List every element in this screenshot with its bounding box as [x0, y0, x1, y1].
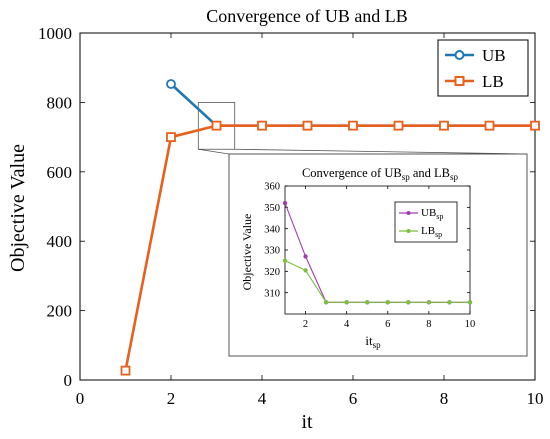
main-lb-point [439, 120, 449, 131]
inset-x-label: itsp [365, 333, 381, 350]
main-y-ticks: 0 200 400 600 800 1000 [38, 24, 535, 390]
main-legend: UB LB [437, 39, 529, 97]
inset-lb-point [426, 300, 432, 305]
inset-lb-point [467, 300, 473, 305]
main-series [120, 79, 540, 376]
inset-ub-point [282, 200, 288, 206]
inset-y-label: Objective Value [240, 214, 254, 291]
inset-lb-point [282, 258, 288, 263]
inset-x-tick-label: 2 [303, 319, 308, 330]
main-x-tick-label: 2 [167, 389, 176, 408]
main-lb-point [257, 120, 267, 131]
inset-lb-point [344, 300, 349, 305]
main-ub-point [166, 79, 176, 89]
inset-background [228, 153, 528, 357]
inset-legend-ub-marker [406, 211, 411, 215]
main-x-tick-label: 10 [527, 389, 544, 408]
main-x-tick-label: 4 [258, 389, 267, 408]
inset-lb-point [385, 300, 390, 305]
main-lb-point [120, 365, 131, 376]
main-y-tick-label: 1000 [38, 24, 72, 43]
inset-x-tick-label: 4 [344, 319, 350, 330]
main-lb-point [302, 120, 313, 131]
main-lb-point [211, 120, 222, 131]
inset-legend-lb-label: LBsp [421, 225, 442, 239]
inset-y-tick-label: 320 [264, 267, 280, 278]
legend-lb-marker [454, 76, 465, 86]
main-x-ticks: 0 2 4 6 8 10 [76, 33, 544, 408]
main-x-tick-label: 8 [440, 389, 449, 408]
inset-lb-point [323, 300, 329, 305]
inset-ub-point [303, 254, 308, 259]
inset-x-ticks: 2 4 6 8 10 [303, 186, 475, 330]
main-lb-point [530, 120, 540, 131]
main-lb-point [166, 132, 176, 143]
legend-ub-marker [454, 50, 465, 60]
zoom-connector-right [234, 148, 528, 155]
legend-lb-label: LB [482, 72, 504, 91]
main-y-tick-label: 0 [64, 371, 73, 390]
main-axes-box [79, 32, 536, 381]
inset-x-tick-label: 8 [426, 319, 431, 330]
inset-x-tick-label: 10 [465, 319, 476, 330]
main-lb-point [348, 120, 358, 131]
inset-y-tick-label: 350 [264, 203, 280, 214]
main-x-tick-label: 0 [76, 389, 85, 408]
inset-legend-ub-label: UBsp [421, 207, 443, 221]
main-y-tick-label: 600 [47, 163, 73, 182]
inset-y-tick-label: 340 [264, 224, 280, 235]
inset-lb-point [365, 300, 370, 305]
main-title: Convergence of UB and LB [206, 6, 408, 26]
main-y-tick-label: 800 [47, 93, 73, 112]
main-plot: 0 2 4 6 8 10 0 200 400 600 800 1000 [38, 24, 544, 408]
main-x-tick-label: 6 [349, 389, 358, 408]
main-lb-line [124, 124, 535, 371]
inset-lb-point [447, 300, 452, 305]
inset-legend: UBsp LBsp [394, 201, 458, 243]
zoom-connector-left [198, 148, 230, 155]
main-y-label: Objective Value [7, 144, 29, 272]
inset-series [282, 200, 473, 305]
main-y-tick-label: 400 [47, 232, 73, 251]
inset-y-tick-label: 310 [264, 288, 280, 299]
inset-legend-lb-marker [406, 229, 411, 233]
inset-lb-point [303, 268, 308, 273]
inset-y-tick-label: 330 [264, 246, 280, 257]
inset-title: Convergence of UBsp and LBsp [302, 166, 459, 182]
inset-x-tick-label: 6 [385, 319, 390, 330]
inset-panel: Convergence of UBsp and LBsp 2 4 6 8 10 3103… [228, 153, 528, 357]
main-y-tick-label: 200 [47, 302, 73, 321]
main-legend-box [437, 39, 529, 97]
legend-ub-label: UB [482, 46, 506, 65]
main-x-label: it [301, 411, 313, 433]
inset-legend-box [394, 201, 458, 243]
inset-lb-point [406, 300, 411, 305]
inset-lb-line [284, 260, 470, 303]
inset-y-ticks: 310 320 330 340 350 360 [264, 182, 470, 299]
main-lb-point [393, 120, 404, 131]
main-lb-point [484, 120, 495, 131]
inset-y-tick-label: 360 [264, 182, 280, 193]
